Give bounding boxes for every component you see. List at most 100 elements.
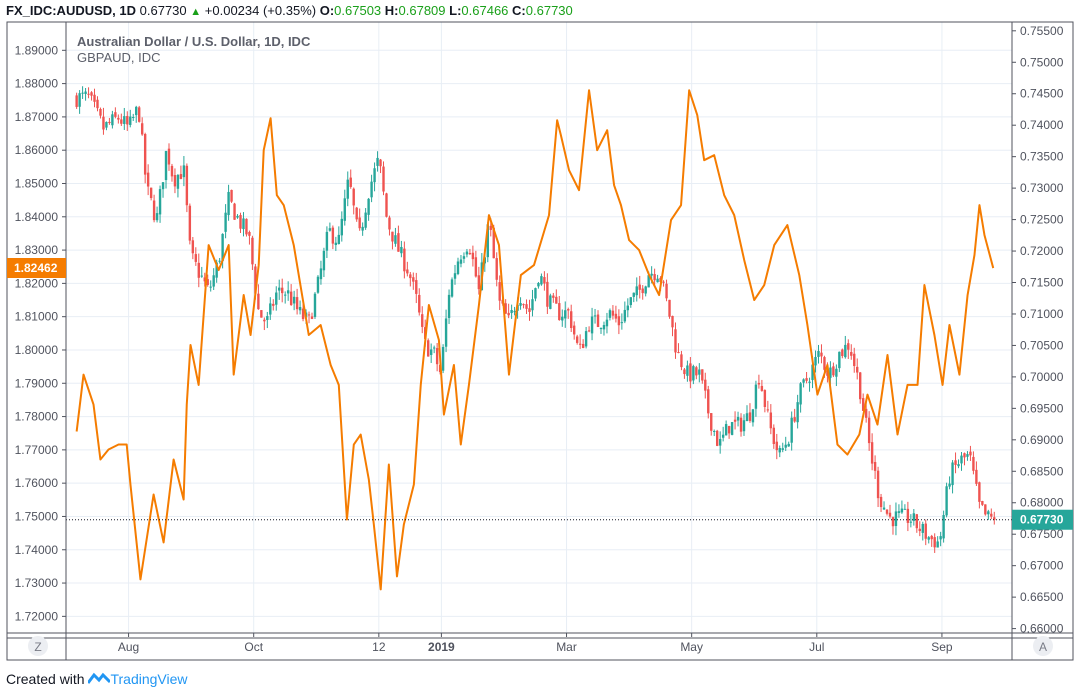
candle-body bbox=[260, 310, 263, 318]
candle bbox=[537, 281, 540, 289]
candle bbox=[182, 156, 186, 187]
candle-body bbox=[957, 464, 960, 467]
candle-body bbox=[149, 187, 153, 199]
candle bbox=[167, 143, 171, 171]
time-tick-label: Aug bbox=[118, 640, 139, 654]
candle-body bbox=[167, 148, 171, 165]
left-tick-label: 1.79000 bbox=[15, 376, 59, 390]
candle-body bbox=[754, 384, 758, 409]
candle-body bbox=[990, 513, 993, 517]
candle-body bbox=[281, 287, 284, 294]
time-tick-label: 2019 bbox=[428, 640, 455, 654]
candle-body bbox=[468, 253, 472, 255]
candle bbox=[388, 215, 391, 236]
candle-body bbox=[435, 348, 439, 365]
candle bbox=[638, 275, 641, 299]
candle-body bbox=[132, 117, 135, 119]
candle-body bbox=[546, 281, 549, 307]
right-tick-label: 0.69000 bbox=[1020, 433, 1064, 447]
candle bbox=[835, 364, 838, 387]
candle-body bbox=[176, 175, 180, 189]
candle bbox=[978, 481, 981, 509]
tradingview-link[interactable]: TradingView bbox=[110, 671, 188, 687]
auto-scale-button[interactable] bbox=[1033, 636, 1053, 656]
time-tick-label: 12 bbox=[372, 640, 386, 654]
candle bbox=[575, 334, 579, 345]
candle bbox=[465, 248, 469, 258]
candle bbox=[331, 225, 335, 250]
left-tick-label: 1.77000 bbox=[15, 443, 59, 457]
candle-body bbox=[909, 521, 913, 523]
candle-body bbox=[596, 314, 600, 328]
candle bbox=[891, 516, 895, 535]
candle-body bbox=[421, 314, 424, 327]
candle-body bbox=[99, 108, 102, 116]
candle bbox=[707, 385, 710, 419]
candle-body bbox=[951, 462, 954, 486]
candle bbox=[853, 347, 856, 373]
candle bbox=[251, 235, 254, 271]
candle-body bbox=[123, 116, 126, 124]
candle bbox=[724, 420, 728, 436]
candle-body bbox=[418, 294, 421, 313]
candle-body bbox=[179, 174, 183, 179]
candle bbox=[748, 403, 752, 423]
candle bbox=[745, 405, 749, 422]
candle bbox=[245, 218, 248, 237]
candle-body bbox=[820, 352, 823, 357]
candle bbox=[382, 161, 385, 196]
candle-body bbox=[301, 308, 305, 320]
left-tick-label: 1.80000 bbox=[15, 343, 59, 357]
candle-body bbox=[75, 95, 78, 107]
candle bbox=[578, 334, 582, 349]
candle bbox=[885, 509, 889, 516]
candle-body bbox=[811, 364, 814, 381]
right-tick-label: 0.72000 bbox=[1020, 244, 1064, 258]
candle-body bbox=[769, 412, 773, 429]
candle bbox=[715, 429, 719, 447]
candle-body bbox=[948, 483, 951, 487]
candle-body bbox=[581, 343, 585, 349]
candle bbox=[471, 245, 475, 267]
candle bbox=[164, 150, 168, 189]
candle-body bbox=[525, 304, 528, 309]
right-tick-label: 0.73500 bbox=[1020, 150, 1064, 164]
low-value: 0.67466 bbox=[461, 3, 509, 18]
candle bbox=[766, 400, 770, 413]
candle bbox=[760, 379, 764, 392]
candle-body bbox=[757, 382, 761, 385]
candle-body bbox=[924, 523, 927, 539]
candle bbox=[540, 273, 543, 286]
zoom-button[interactable] bbox=[28, 636, 48, 656]
left-tick-label: 1.87000 bbox=[15, 110, 59, 124]
candle bbox=[105, 121, 108, 131]
candle-body bbox=[289, 291, 293, 305]
candle-body bbox=[635, 286, 638, 296]
candle bbox=[239, 212, 242, 233]
candle bbox=[820, 344, 823, 364]
candle bbox=[426, 338, 430, 357]
candle bbox=[984, 504, 987, 516]
candle bbox=[570, 304, 573, 332]
candle-body bbox=[513, 311, 516, 313]
candle-body bbox=[721, 434, 725, 438]
candle bbox=[281, 278, 284, 303]
candle-body bbox=[358, 217, 361, 229]
candle-body bbox=[915, 514, 919, 529]
candle-body bbox=[823, 357, 826, 370]
candle bbox=[525, 299, 528, 314]
candle bbox=[289, 284, 293, 306]
candle-body bbox=[337, 234, 341, 245]
candle bbox=[528, 299, 531, 321]
candle-body bbox=[861, 398, 865, 411]
candle-body bbox=[465, 251, 469, 255]
candle-body bbox=[298, 307, 302, 311]
candle bbox=[581, 339, 585, 349]
candle-body bbox=[158, 189, 162, 215]
candle-body bbox=[549, 295, 552, 309]
candle-body bbox=[760, 385, 764, 391]
candle-body bbox=[707, 389, 710, 414]
candle bbox=[498, 275, 501, 310]
right-tick-label: 0.70000 bbox=[1020, 370, 1064, 384]
